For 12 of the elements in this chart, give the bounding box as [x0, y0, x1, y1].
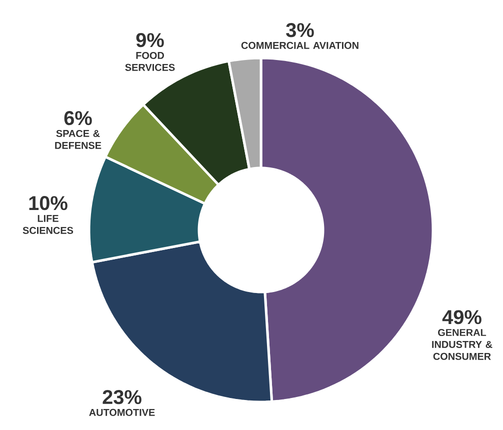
slice-label: SPACE & DEFENSE [55, 130, 102, 149]
slice-label: FOOD SERVICES [125, 52, 175, 71]
data-label: 49% [442, 310, 482, 324]
slice-label: LIFE SCIENCES [22, 215, 74, 234]
data-label: 3% [286, 23, 314, 38]
slice-label: COMMERCIAL AVIATION [241, 42, 358, 49]
data-label: 9% [136, 33, 164, 48]
data-label: 6% [64, 111, 92, 126]
data-label: 10% [29, 196, 68, 210]
slice-label: GENERAL INDUSTRY & CONSUMER [432, 328, 492, 360]
data-label: 23% [102, 390, 142, 404]
slice-label: AUTOMOTIVE [89, 408, 155, 416]
